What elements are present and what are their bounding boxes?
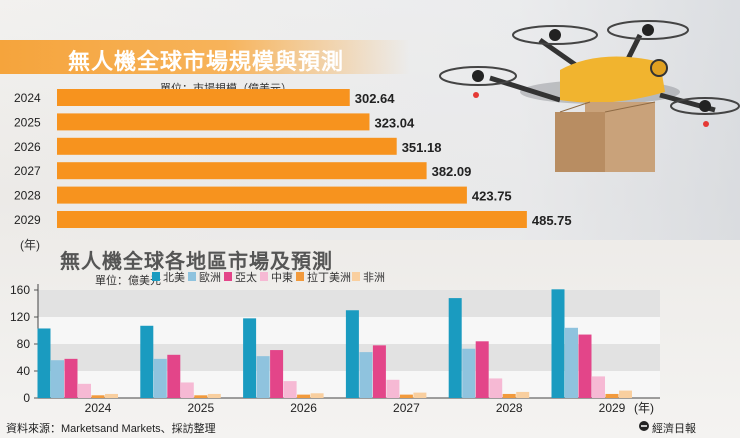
x-tick-label: 2027	[393, 401, 420, 415]
legend-swatch	[224, 272, 232, 281]
regional-bar	[551, 289, 565, 398]
regional-bar	[605, 393, 619, 398]
regional-bar	[153, 358, 167, 398]
x-tick-label: 2024	[85, 401, 112, 415]
regional-bar	[194, 395, 208, 398]
regional-bar	[399, 394, 413, 398]
newspaper-logo-icon	[639, 421, 649, 431]
market-size-bar	[57, 186, 467, 204]
x-tick-label: 2029	[599, 401, 626, 415]
y-tick-label: 80	[17, 337, 31, 351]
x-tick-label: 2026	[290, 401, 317, 415]
market-size-year-label: 2027	[14, 164, 41, 178]
market-size-bar	[57, 113, 370, 131]
legend-swatch	[352, 272, 360, 281]
regional-bar	[256, 356, 270, 398]
x-tick-label: 2025	[187, 401, 214, 415]
title-banner	[0, 40, 410, 74]
market-size-value-label: 485.75	[532, 213, 572, 228]
regional-bar	[565, 327, 578, 398]
y-tick-label: 40	[17, 364, 31, 378]
regional-bar	[489, 378, 503, 398]
legend-label: 非洲	[363, 271, 385, 284]
legend-label: 中東	[271, 271, 293, 284]
y-tick-label: 160	[10, 283, 30, 297]
regional-bar	[270, 350, 284, 398]
regional-bar	[51, 360, 64, 398]
regional-bar	[386, 379, 400, 398]
market-size-year-label: 2024	[14, 91, 41, 105]
market-size-value-label: 351.18	[402, 140, 442, 155]
regional-bar	[619, 390, 632, 398]
market-size-year-label: 2026	[14, 140, 41, 154]
regional-bar	[462, 348, 476, 398]
regional-market-unit-label: 單位：億美元	[95, 275, 161, 287]
regional-bar	[516, 391, 530, 398]
market-size-bar-chart: 2024 302.64 2025 323.04 2026 351.18 2027 382.09…	[14, 89, 572, 228]
regional-bar	[140, 325, 154, 398]
regional-legend: 北美 歐洲 亞太 中東 拉丁美洲 非洲	[152, 270, 385, 284]
legend-swatch	[260, 272, 268, 281]
regional-bar	[297, 394, 311, 398]
regional-bar	[37, 328, 51, 398]
regional-bar	[91, 395, 105, 398]
regional-bar	[592, 376, 605, 398]
y-tick-label: 0	[23, 391, 30, 405]
regional-bar	[413, 392, 427, 398]
legend-label: 亞太	[235, 271, 257, 284]
legend-label: 北美	[163, 271, 185, 284]
market-size-year-label: 2025	[14, 115, 41, 129]
market-size-bar	[57, 137, 397, 155]
regional-bar	[167, 354, 181, 398]
regional-bar	[475, 341, 489, 398]
regional-bar	[310, 393, 324, 398]
legend-swatch	[296, 272, 304, 281]
market-size-bar	[57, 162, 427, 180]
x-tick-label: 2028	[496, 401, 523, 415]
market-size-value-label: 382.09	[432, 164, 472, 179]
legend-swatch	[188, 272, 196, 281]
regional-bar	[64, 358, 78, 398]
legend-label: 拉丁美洲	[307, 270, 351, 284]
regional-market-title: 無人機全球各地區市場及預測	[60, 251, 333, 273]
regional-bar	[243, 318, 257, 398]
y-tick-label: 120	[10, 310, 30, 324]
data-source-note: 資料來源：Marketsand Markets、採訪整理	[6, 423, 216, 435]
regional-market-bar-chart: 0 40 80 120 160 2024 2025 2026 2027 2028 2029 (年)	[10, 283, 660, 415]
regional-bar	[448, 298, 462, 398]
drone-illustration-icon	[439, 20, 740, 172]
legend-label: 歐洲	[199, 270, 221, 284]
market-size-value-label: 302.64	[355, 91, 396, 106]
regional-bar	[105, 393, 118, 398]
regional-year-unit: (年)	[634, 401, 654, 415]
market-size-bar	[57, 211, 527, 228]
market-size-bar	[57, 89, 350, 106]
market-size-year-unit: (年)	[20, 238, 40, 252]
regional-bar	[578, 334, 592, 398]
regional-bar	[78, 383, 91, 398]
market-size-year-label: 2029	[14, 213, 41, 227]
regional-bar	[359, 352, 373, 398]
newspaper-logo-text: 經濟日報	[652, 423, 696, 435]
regional-bar	[345, 310, 359, 398]
market-size-value-label: 323.04	[374, 115, 415, 130]
market-size-year-label: 2028	[14, 189, 41, 203]
market-size-value-label: 423.75	[472, 189, 512, 204]
regional-bar	[372, 345, 386, 398]
legend-swatch	[152, 272, 160, 281]
regional-bar	[180, 382, 194, 398]
regional-bar	[207, 393, 221, 398]
regional-bar	[283, 381, 297, 398]
regional-bar	[502, 393, 516, 398]
market-size-title: 無人機全球市場規模與預測	[68, 49, 345, 74]
